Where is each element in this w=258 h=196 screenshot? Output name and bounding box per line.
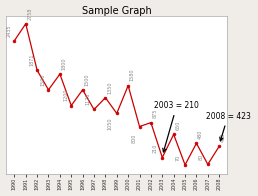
Text: 2008 = 423: 2008 = 423 [206,112,251,141]
Text: 1580: 1580 [130,69,135,82]
Text: 80: 80 [198,154,203,160]
Text: 1500: 1500 [84,73,89,86]
Text: 1500: 1500 [41,73,45,86]
Title: Sample Graph: Sample Graph [82,5,152,15]
Text: 650: 650 [175,121,180,130]
Text: 875: 875 [152,109,158,118]
Text: 1871: 1871 [29,54,34,66]
Text: 1200: 1200 [63,89,68,101]
Text: 210: 210 [153,144,158,153]
Text: 1050: 1050 [107,118,112,130]
Text: 1800: 1800 [62,57,67,70]
Text: 423: 423 [221,133,226,142]
Text: 480: 480 [198,130,203,139]
Text: 70: 70 [176,154,181,161]
Text: 1125: 1125 [86,93,91,105]
Text: 1350: 1350 [107,81,112,93]
Text: 2003 = 210: 2003 = 210 [154,101,199,152]
Text: 2758: 2758 [27,7,33,20]
Text: 800: 800 [132,134,136,143]
Text: 2435: 2435 [6,24,11,37]
